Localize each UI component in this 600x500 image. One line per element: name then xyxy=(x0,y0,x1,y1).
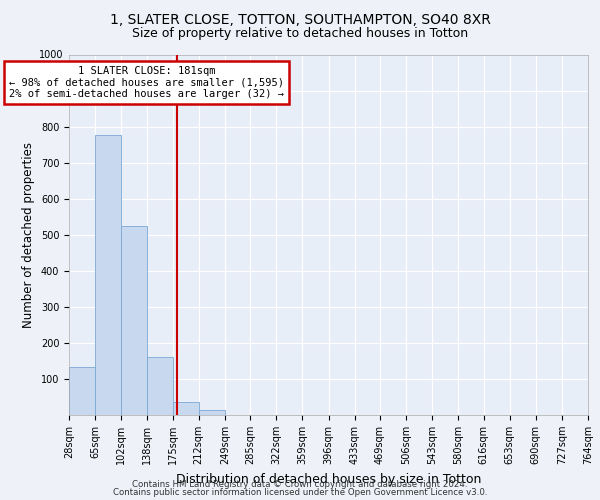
Bar xyxy=(173,402,199,415)
Text: 1 SLATER CLOSE: 181sqm
← 98% of detached houses are smaller (1,595)
2% of semi-d: 1 SLATER CLOSE: 181sqm ← 98% of detached… xyxy=(9,66,284,99)
Bar xyxy=(146,358,173,415)
X-axis label: Distribution of detached houses by size in Totton: Distribution of detached houses by size … xyxy=(176,472,481,486)
Text: Contains public sector information licensed under the Open Government Licence v3: Contains public sector information licen… xyxy=(113,488,487,497)
Text: 1000: 1000 xyxy=(40,50,64,60)
Text: 1, SLATER CLOSE, TOTTON, SOUTHAMPTON, SO40 8XR: 1, SLATER CLOSE, TOTTON, SOUTHAMPTON, SO… xyxy=(110,12,490,26)
Y-axis label: Number of detached properties: Number of detached properties xyxy=(22,142,35,328)
Bar xyxy=(199,410,225,415)
Bar xyxy=(69,367,95,415)
Bar xyxy=(95,135,121,415)
Text: Size of property relative to detached houses in Totton: Size of property relative to detached ho… xyxy=(132,28,468,40)
Bar xyxy=(121,226,146,415)
Text: Contains HM Land Registry data © Crown copyright and database right 2024.: Contains HM Land Registry data © Crown c… xyxy=(132,480,468,489)
